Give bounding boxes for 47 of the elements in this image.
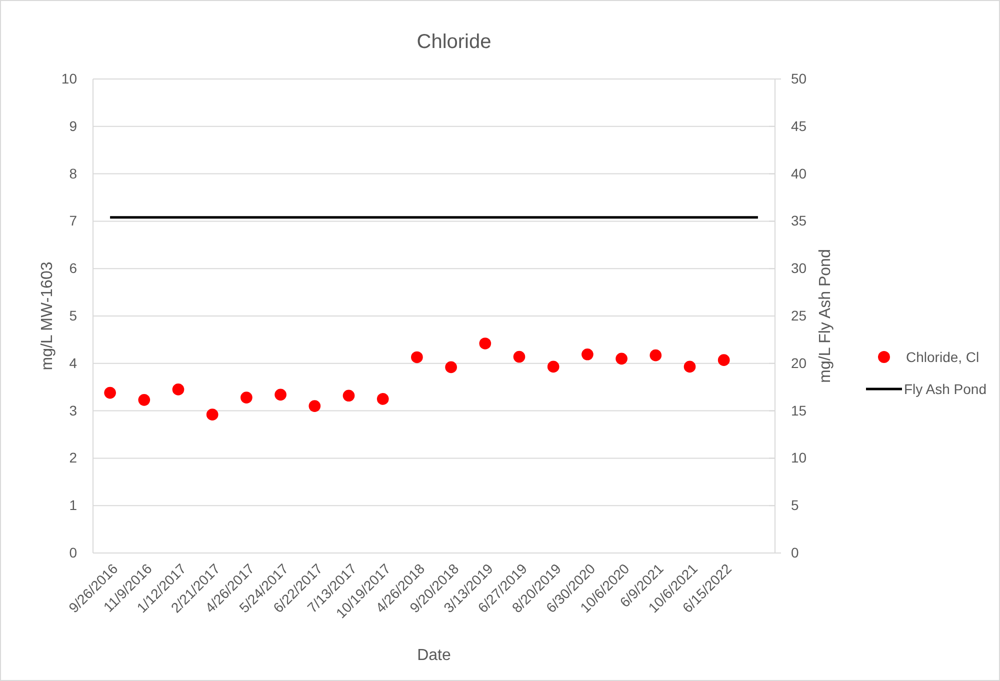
y-tick-label: 0 bbox=[69, 544, 78, 560]
point bbox=[274, 388, 286, 401]
y2-axis-title: mg/L Fly Ash Pond bbox=[817, 249, 834, 383]
y-tick-label: 2 bbox=[69, 450, 78, 466]
y-tick-label: 7 bbox=[69, 212, 78, 229]
y-tick-label: 4 bbox=[69, 354, 78, 371]
point bbox=[206, 408, 218, 420]
x-axis-title: Date bbox=[417, 647, 451, 664]
point bbox=[138, 394, 150, 406]
y2-tick-label: 30 bbox=[791, 260, 807, 276]
point bbox=[718, 354, 730, 366]
y2-tick-label: 45 bbox=[791, 118, 807, 134]
point bbox=[650, 349, 662, 362]
y-tick-label: 3 bbox=[69, 402, 78, 418]
point bbox=[582, 348, 594, 360]
point bbox=[342, 390, 355, 402]
point bbox=[479, 338, 492, 350]
point bbox=[172, 384, 184, 396]
y-axis-title: mg/L MW-1603 bbox=[39, 262, 56, 370]
chart-title: Chloride bbox=[416, 31, 492, 53]
y2-tick-label: 40 bbox=[791, 165, 807, 182]
y2-tick-label: 50 bbox=[791, 70, 807, 86]
y2-tick-label: 25 bbox=[791, 307, 807, 324]
point bbox=[513, 350, 526, 363]
y-tick-label: 1 bbox=[69, 497, 78, 514]
y2-tick-label: 0 bbox=[791, 544, 799, 560]
y-tick-label: 9 bbox=[69, 118, 78, 134]
y-tick-label: 6 bbox=[69, 260, 78, 276]
point bbox=[616, 352, 628, 365]
y2-tick-label: 5 bbox=[791, 497, 799, 514]
y2-tick-label: 20 bbox=[791, 354, 807, 371]
y-tick-label: 10 bbox=[61, 70, 78, 86]
y-tick-label: 8 bbox=[69, 165, 78, 182]
point bbox=[684, 360, 696, 373]
point bbox=[376, 393, 389, 405]
y2-tick-label: 35 bbox=[791, 212, 807, 229]
legend-label: Fly Ash Pond bbox=[904, 380, 986, 397]
legend-label: Chloride, Cl bbox=[906, 348, 980, 365]
point bbox=[308, 400, 321, 412]
point bbox=[411, 351, 423, 364]
point bbox=[104, 386, 116, 399]
point bbox=[240, 392, 252, 404]
y2-tick-label: 15 bbox=[791, 402, 807, 418]
point bbox=[445, 361, 457, 374]
y2-tick-label: 10 bbox=[791, 450, 807, 466]
y-tick-label: 5 bbox=[69, 307, 78, 324]
point bbox=[547, 360, 560, 373]
